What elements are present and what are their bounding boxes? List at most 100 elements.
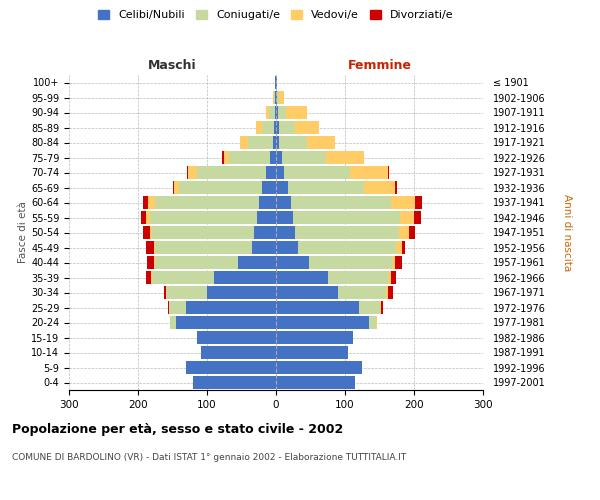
Bar: [170, 316, 176, 328]
Bar: [276, 152, 281, 164]
Bar: [164, 286, 166, 298]
Bar: [150, 226, 152, 238]
Bar: [295, 226, 399, 238]
Text: Femmine: Femmine: [347, 59, 412, 72]
Bar: [266, 166, 276, 178]
Bar: [276, 286, 338, 298]
Bar: [174, 182, 179, 194]
Bar: [179, 182, 262, 194]
Bar: [187, 302, 276, 314]
Bar: [151, 272, 152, 283]
Bar: [276, 362, 362, 374]
Bar: [275, 92, 276, 104]
Bar: [276, 316, 369, 328]
Bar: [276, 242, 298, 254]
Text: Maschi: Maschi: [148, 59, 197, 72]
Bar: [276, 182, 289, 194]
Bar: [146, 242, 154, 254]
Bar: [276, 332, 353, 344]
Bar: [154, 256, 155, 268]
Bar: [388, 286, 394, 298]
Bar: [414, 212, 421, 224]
Bar: [155, 256, 238, 268]
Bar: [262, 182, 276, 194]
Bar: [277, 92, 279, 104]
Bar: [188, 166, 197, 178]
Bar: [275, 76, 276, 88]
Bar: [401, 242, 405, 254]
Bar: [338, 286, 386, 298]
Bar: [150, 212, 257, 224]
Bar: [143, 226, 150, 238]
Bar: [276, 256, 309, 268]
Bar: [275, 106, 276, 118]
Bar: [269, 106, 275, 118]
Bar: [274, 92, 275, 104]
Bar: [271, 152, 276, 164]
Bar: [187, 166, 188, 178]
Bar: [155, 196, 259, 208]
Bar: [281, 152, 326, 164]
Bar: [350, 166, 388, 178]
Bar: [146, 272, 151, 283]
Bar: [193, 376, 276, 388]
Bar: [257, 212, 276, 224]
Bar: [207, 286, 276, 298]
Bar: [187, 362, 276, 374]
Bar: [400, 212, 414, 224]
Bar: [391, 196, 415, 208]
Bar: [392, 256, 395, 268]
Text: COMUNE DI BARDOLINO (VR) - Dati ISTAT 1° gennaio 2002 - Elaborazione TUTTITALIA.: COMUNE DI BARDOLINO (VR) - Dati ISTAT 1°…: [12, 452, 406, 462]
Bar: [391, 272, 396, 283]
Bar: [307, 136, 335, 148]
Bar: [328, 272, 388, 283]
Bar: [143, 196, 148, 208]
Bar: [254, 226, 276, 238]
Bar: [295, 122, 319, 134]
Bar: [278, 106, 286, 118]
Bar: [154, 242, 155, 254]
Bar: [359, 302, 380, 314]
Bar: [224, 152, 229, 164]
Bar: [173, 182, 174, 194]
Bar: [176, 316, 276, 328]
Bar: [381, 302, 383, 314]
Bar: [256, 122, 262, 134]
Bar: [284, 166, 350, 178]
Bar: [214, 272, 276, 283]
Bar: [166, 286, 207, 298]
Bar: [326, 152, 364, 164]
Bar: [276, 166, 284, 178]
Bar: [395, 182, 397, 194]
Bar: [152, 226, 254, 238]
Bar: [291, 196, 391, 208]
Bar: [276, 122, 280, 134]
Bar: [289, 182, 364, 194]
Text: Popolazione per età, sesso e stato civile - 2002: Popolazione per età, sesso e stato civil…: [12, 422, 343, 436]
Bar: [148, 196, 155, 208]
Bar: [286, 106, 307, 118]
Bar: [376, 316, 377, 328]
Bar: [279, 92, 284, 104]
Bar: [197, 166, 266, 178]
Bar: [276, 76, 277, 88]
Bar: [276, 302, 359, 314]
Bar: [273, 92, 274, 104]
Y-axis label: Fasce di età: Fasce di età: [18, 202, 28, 264]
Bar: [229, 152, 271, 164]
Bar: [169, 302, 187, 314]
Bar: [248, 136, 272, 148]
Bar: [309, 256, 392, 268]
Bar: [202, 346, 276, 358]
Bar: [293, 212, 400, 224]
Bar: [276, 196, 291, 208]
Bar: [280, 136, 307, 148]
Bar: [262, 122, 274, 134]
Bar: [222, 152, 224, 164]
Bar: [409, 226, 415, 238]
Bar: [240, 136, 248, 148]
Bar: [386, 286, 388, 298]
Bar: [388, 166, 389, 178]
Bar: [276, 226, 295, 238]
Bar: [369, 316, 376, 328]
